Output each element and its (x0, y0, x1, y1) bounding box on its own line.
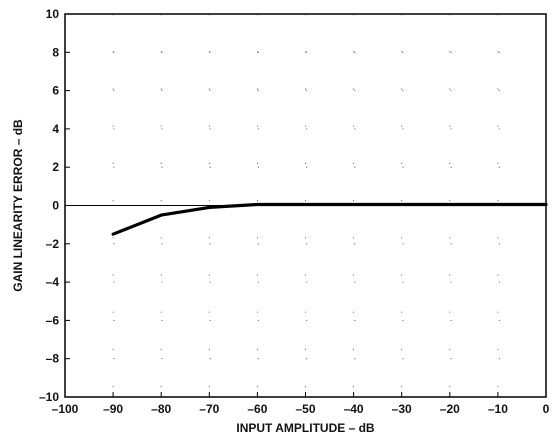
y-tick-label: –8 (46, 352, 60, 366)
y-tick-label: 8 (52, 45, 59, 59)
data-point (208, 206, 211, 209)
series-line (111, 202, 548, 236)
data-point (400, 203, 403, 206)
data-point (448, 203, 451, 206)
data-point (111, 233, 115, 236)
y-tick-label: 10 (46, 7, 60, 21)
x-tick-label: –10 (488, 402, 508, 416)
data-point (304, 203, 307, 206)
y-tick-label: –10 (39, 390, 59, 404)
data-point (496, 203, 500, 206)
x-tick-label: –70 (199, 402, 219, 416)
x-tick-label: 0 (543, 402, 550, 416)
y-tick-label: 0 (52, 199, 59, 213)
x-tick-label: –60 (247, 402, 267, 416)
y-tick-label: 4 (52, 122, 59, 136)
x-tick-label: –80 (151, 402, 171, 416)
data-point (352, 203, 355, 206)
x-axis-ticks: –100 –90 –80 –70 –60 –50 –40 –30 –20 –10 0 (52, 392, 550, 416)
x-tick-label: –100 (52, 402, 79, 416)
x-tick-label: –40 (344, 402, 364, 416)
y-tick-label: –2 (46, 237, 60, 251)
y-tick-label: 6 (52, 84, 59, 98)
x-tick-label: –30 (392, 402, 412, 416)
y-tick-label: 2 (52, 160, 59, 174)
y-tick-label: –4 (46, 275, 60, 289)
y-axis-ticks: –10 –8 –6 –4 –2 0 2 4 6 8 10 (39, 7, 70, 404)
x-tick-label: –90 (103, 402, 123, 416)
x-axis-title: INPUT AMPLITUDE – dB (236, 421, 375, 435)
x-tick-label: –20 (440, 402, 460, 416)
series-group (111, 202, 548, 236)
y-tick-label: –6 (46, 313, 60, 327)
data-point (256, 203, 259, 206)
y-axis-title: GAIN LINEARITY ERROR – dB (11, 119, 25, 292)
data-point (160, 213, 163, 217)
x-tick-label: –50 (295, 402, 315, 416)
